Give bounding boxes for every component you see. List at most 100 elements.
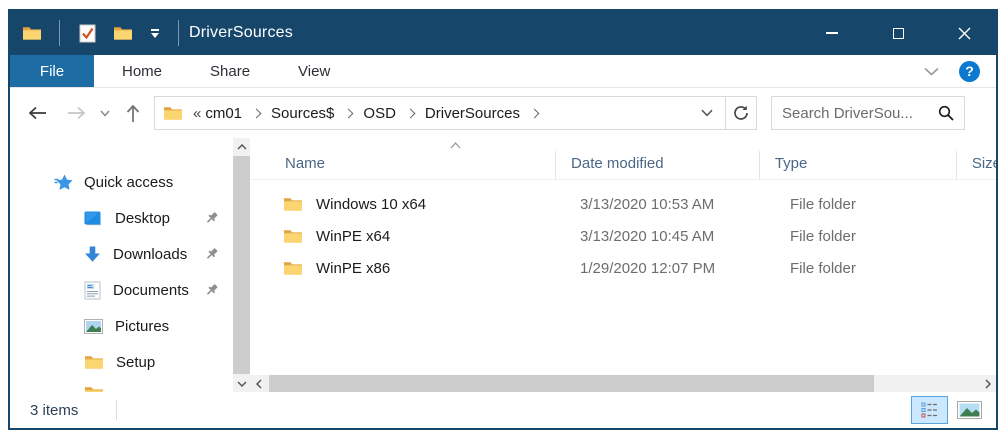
scroll-left-icon[interactable] (250, 375, 267, 392)
file-explorer-window: DriverSources File Home Share View ? (8, 9, 998, 430)
sort-ascending-icon (450, 142, 461, 149)
downloads-arrow-icon (85, 246, 100, 262)
help-button[interactable]: ? (959, 60, 980, 82)
toolbar-separator (59, 20, 60, 46)
pin-icon (204, 210, 219, 226)
view-toggles (911, 396, 996, 424)
documents-icon (84, 281, 101, 299)
tab-share[interactable]: Share (210, 62, 251, 80)
address-bar[interactable]: « cm01 Sources$ OSD DriverSources (154, 96, 726, 130)
sidebar-item-pictures[interactable]: Pictures (10, 308, 233, 344)
file-date-modified: 3/13/2020 10:53 AM (580, 195, 715, 213)
forward-button[interactable] (67, 106, 86, 120)
column-header-size[interactable]: Size (971, 155, 996, 172)
item-count: 3 items (30, 401, 79, 419)
address-folder-icon (163, 106, 183, 120)
breadcrumb-cm01[interactable]: cm01 (205, 104, 243, 122)
scroll-down-icon[interactable] (233, 375, 250, 392)
recent-locations-chevron-icon[interactable] (100, 110, 110, 117)
sidebar-item-desktop[interactable]: Desktop (10, 200, 233, 236)
column-header-name[interactable]: Name (250, 151, 557, 179)
column-header-date-modified[interactable]: Date modified (556, 151, 760, 179)
file-date-modified: 1/29/2020 12:07 PM (580, 259, 716, 277)
folder-icon (84, 386, 104, 392)
column-header-type[interactable]: Type (760, 151, 957, 179)
desktop-icon (84, 211, 101, 225)
pin-icon (204, 246, 219, 262)
file-row-winpe-x86[interactable]: WinPE x86 1/29/2020 12:07 PM File folder (250, 252, 996, 284)
sidebar-item-label: Setup (116, 353, 156, 371)
breadcrumb-sources[interactable]: Sources$ (271, 104, 335, 122)
navigation-pane: Quick access Desktop Downloads (10, 138, 233, 392)
minimize-button[interactable] (799, 10, 865, 56)
title-bar: DriverSources (9, 10, 997, 56)
customize-toolbar-chevron-icon[interactable] (146, 28, 164, 38)
window-controls (799, 10, 997, 56)
breadcrumb-driversources[interactable]: DriverSources (424, 104, 520, 122)
up-button[interactable] (126, 104, 140, 123)
sidebar-item-label: Desktop (115, 209, 171, 227)
sidebar-item-setup[interactable]: Setup (10, 344, 233, 380)
scrollbar-thumb[interactable] (269, 375, 874, 392)
expand-ribbon-chevron-icon[interactable] (924, 67, 939, 76)
folder-icon (283, 229, 303, 244)
folder-icon (84, 355, 104, 370)
search-placeholder: Search DriverSou... (782, 104, 913, 122)
sidebar-item-documents[interactable]: Documents (10, 272, 233, 308)
sidebar-item-clipped (84, 385, 104, 392)
sidebar-vertical-scrollbar[interactable] (233, 138, 250, 392)
sidebar-item-quick-access[interactable]: Quick access (10, 164, 233, 200)
folder-icon (283, 197, 303, 212)
back-button[interactable] (28, 106, 47, 120)
search-icon[interactable] (938, 105, 954, 121)
quick-access-toolbar (19, 18, 183, 48)
folder-icon (283, 261, 303, 276)
refresh-button[interactable] (726, 96, 757, 130)
pin-icon (204, 282, 219, 298)
scroll-up-icon[interactable] (233, 138, 250, 155)
ribbon-tab-row: File Home Share View ? (10, 55, 996, 88)
maximize-button[interactable] (865, 10, 931, 56)
window-title: DriverSources (189, 24, 293, 41)
breadcrumb-separator-icon[interactable] (405, 108, 416, 118)
search-input[interactable]: Search DriverSou... (771, 96, 965, 130)
file-row-windows-10-x64[interactable]: Windows 10 x64 3/13/2020 10:53 AM File f… (250, 188, 996, 220)
address-dropdown-chevron-icon[interactable] (695, 109, 719, 117)
sidebar-item-label: Downloads (113, 245, 188, 263)
quick-access-star-icon (54, 174, 73, 190)
status-bar: 3 items (10, 392, 996, 428)
new-folder-button[interactable] (110, 18, 136, 48)
breadcrumb-separator-icon[interactable] (343, 108, 354, 118)
sidebar-item-downloads[interactable]: Downloads (10, 236, 233, 272)
window-folder-icon (19, 18, 45, 48)
properties-button[interactable] (74, 18, 100, 48)
close-button[interactable] (931, 10, 997, 56)
sidebar-item-label: Pictures (115, 317, 170, 335)
breadcrumb-separator-icon[interactable] (529, 108, 540, 118)
sidebar-item-label: Documents (113, 281, 189, 299)
file-name: WinPE x86 (316, 259, 391, 277)
breadcrumb-separator-icon[interactable] (251, 108, 262, 118)
breadcrumb-osd[interactable]: OSD (363, 104, 396, 122)
tab-file[interactable]: File (10, 55, 94, 87)
breadcrumb-collapsed[interactable]: « (193, 104, 202, 122)
scrollbar-thumb[interactable] (233, 156, 250, 374)
column-headers: Name Date modified Type Size (250, 142, 996, 180)
details-view-button[interactable] (911, 396, 948, 424)
file-name: WinPE x64 (316, 227, 391, 245)
horizontal-scrollbar[interactable] (250, 375, 996, 392)
file-list-pane: Name Date modified Type Size Windows 10 … (250, 138, 996, 392)
thumbnail-view-button[interactable] (951, 396, 988, 424)
sidebar-item-label: Quick access (84, 173, 174, 191)
address-bar-row: « cm01 Sources$ OSD DriverSources (10, 88, 996, 138)
file-date-modified: 3/13/2020 10:45 AM (580, 227, 715, 245)
status-separator (116, 400, 118, 420)
file-row-winpe-x64[interactable]: WinPE x64 3/13/2020 10:45 AM File folder (250, 220, 996, 252)
scroll-right-icon[interactable] (979, 375, 996, 392)
content-area: Quick access Desktop Downloads (10, 138, 996, 392)
tab-view[interactable]: View (298, 62, 331, 80)
pictures-icon (84, 318, 103, 334)
tab-home[interactable]: Home (122, 62, 163, 80)
file-name: Windows 10 x64 (316, 195, 427, 213)
file-type: File folder (790, 195, 856, 213)
